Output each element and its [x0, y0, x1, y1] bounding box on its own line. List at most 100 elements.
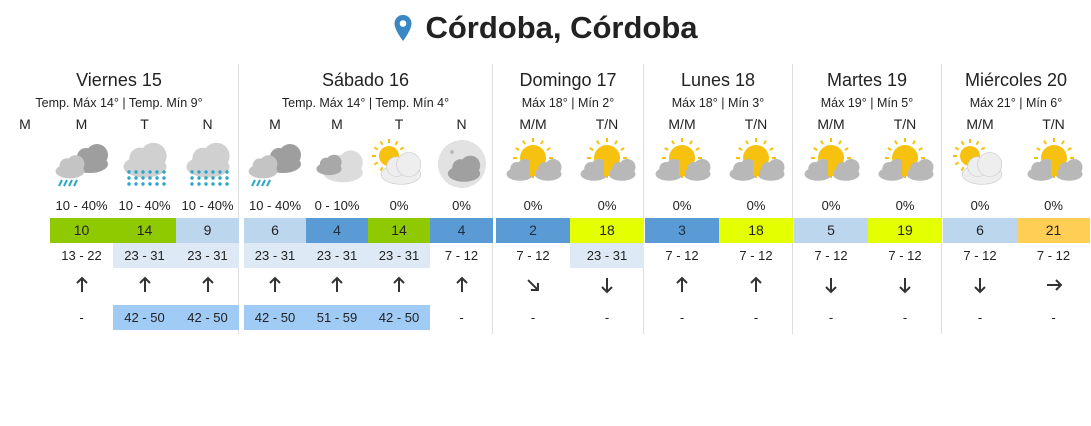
- period-column: T/N 0% 19 7 - 12 -: [868, 116, 942, 334]
- temperature: 14: [113, 218, 176, 243]
- temperature: 6: [244, 218, 306, 243]
- day-column: Miércoles 20 Máx 21° | Mín 6° M/M 0% 6 7 …: [942, 64, 1090, 334]
- wind-direction-arrow-icon: [899, 278, 911, 294]
- wind-speed: 7 - 12: [444, 248, 479, 263]
- period-label: M: [19, 116, 31, 132]
- sun-cloud-icon: [1027, 138, 1082, 181]
- partly-cloudy-icon: [372, 139, 422, 185]
- wind-gust: -: [604, 310, 610, 325]
- wind-speed: 7 - 12: [739, 248, 773, 263]
- temperature: 9: [176, 218, 239, 243]
- day-temp-summary: Máx 19° | Mín 5°: [820, 96, 914, 110]
- day-name: Martes 19: [826, 70, 908, 90]
- temperature: 19: [868, 218, 942, 243]
- wind-direction-arrow-icon: [201, 276, 214, 292]
- wind-gust: -: [530, 310, 536, 325]
- period-column: M 10 - 40% 6 23 - 31 42 - 50: [244, 116, 306, 334]
- wind-gust: -: [1051, 310, 1056, 325]
- temperature: 10: [50, 218, 113, 243]
- period-label: M: [75, 116, 88, 132]
- period-column: N 0% 4 7 - 12 -: [430, 116, 493, 334]
- period-column: M/M 0% 3 7 - 12 -: [645, 116, 719, 334]
- day-column: Domingo 17 Máx 18° | Mín 2° M/M 0% 2 7 - …: [493, 64, 644, 334]
- precipitation-chance: 10 - 40%: [118, 198, 171, 213]
- day-temp-summary: Temp. Máx 14° | Temp. Mín 4°: [281, 96, 450, 110]
- day-name: Viernes 15: [76, 70, 162, 90]
- wind-gust: -: [459, 310, 464, 325]
- wind-speed: 23 - 31: [570, 243, 644, 268]
- period-column: N 10 - 40% 9 23 - 31 42 - 50: [176, 116, 239, 334]
- precipitation-chance: 10 - 40%: [181, 198, 234, 213]
- wind-gust: -: [828, 310, 834, 325]
- period-column: T 0% 14 23 - 31 42 - 50: [368, 116, 430, 334]
- precipitation-chance: 0%: [597, 198, 617, 213]
- wind-speed: 23 - 31: [176, 243, 239, 268]
- wind-direction-arrow-icon: [455, 276, 468, 292]
- precipitation-chance: 0%: [672, 198, 692, 213]
- day-temp-summary: Máx 21° | Mín 6°: [969, 96, 1063, 110]
- wind-speed: 7 - 12: [963, 248, 997, 263]
- day-name: Lunes 18: [680, 70, 756, 90]
- temperature: 14: [368, 218, 430, 243]
- day-name: Miércoles 20: [964, 70, 1068, 90]
- temperature: 18: [719, 218, 793, 243]
- period-column: M 10 - 40% 10 13 - 22 -: [50, 116, 113, 334]
- night-cloudy-icon: [437, 140, 486, 188]
- temperature: 18: [570, 218, 644, 243]
- day-column: Sábado 16 Temp. Máx 14° | Temp. Mín 4° M…: [239, 64, 493, 334]
- wind-direction-arrow-icon: [1046, 279, 1062, 291]
- temperature: 2: [496, 218, 570, 243]
- wind-direction-arrow-icon: [269, 276, 281, 292]
- snow-rain-icon: [122, 142, 167, 186]
- wind-speed: 23 - 31: [113, 243, 176, 268]
- sun-cloud-icon: [506, 138, 562, 181]
- day-name: Sábado 16: [321, 70, 410, 90]
- precipitation-chance: 0%: [895, 198, 915, 213]
- wind-speed: 23 - 31: [368, 243, 430, 268]
- wind-gust: -: [753, 310, 759, 325]
- precipitation-chance: 0%: [821, 198, 841, 213]
- precipitation-chance: 0%: [746, 198, 766, 213]
- map-pin-icon: [394, 15, 412, 41]
- period-label: N: [202, 116, 213, 132]
- day-column: Viernes 15 Temp. Máx 14° | Temp. Mín 9° …: [0, 64, 239, 334]
- sun-cloud-icon: [804, 138, 860, 181]
- period-column: M/M 0% 6 7 - 12 -: [943, 116, 1017, 334]
- wind-direction-arrow-icon: [138, 276, 151, 292]
- wind-direction-arrow-icon: [825, 278, 837, 294]
- wind-direction-arrow-icon: [527, 279, 539, 291]
- wind-direction-arrow-icon: [75, 276, 88, 292]
- period-label: T/N: [595, 116, 619, 132]
- day-temp-summary: Máx 18° | Mín 2°: [521, 96, 615, 110]
- wind-speed: 13 - 22: [61, 248, 102, 263]
- wind-gust: 42 - 50: [113, 305, 176, 330]
- wind-gust: 51 - 59: [306, 305, 368, 330]
- wind-direction-arrow-icon: [601, 278, 613, 294]
- period-label: T/N: [1042, 116, 1065, 132]
- temperature: 5: [794, 218, 868, 243]
- precipitation-chance: 10 - 40%: [55, 198, 108, 213]
- sun-cloud-icon: [729, 138, 785, 181]
- precipitation-chance: 0%: [970, 198, 990, 213]
- period-label: M: [331, 116, 343, 132]
- period-label: T: [394, 116, 404, 132]
- period-label: T: [140, 116, 149, 132]
- wind-gust: -: [79, 310, 84, 325]
- precipitation-chance: 0%: [452, 198, 471, 213]
- temperature: 21: [1017, 218, 1090, 243]
- snow-rain-icon: [185, 142, 230, 186]
- day-name: Domingo 17: [519, 70, 617, 90]
- wind-gust: -: [902, 310, 908, 325]
- wind-direction-arrow-icon: [750, 276, 762, 292]
- cloudy-icon: [316, 150, 363, 183]
- temperature: 6: [943, 218, 1017, 243]
- wind-speed: 23 - 31: [306, 243, 368, 268]
- wind-direction-arrow-icon: [974, 278, 986, 294]
- location-name: Córdoba, Córdoba: [425, 10, 698, 45]
- wind-gust: 42 - 50: [244, 305, 306, 330]
- period-label: M/M: [817, 116, 845, 132]
- temperature: 3: [645, 218, 719, 243]
- sun-cloud-icon: [655, 138, 711, 181]
- day-column: Martes 19 Máx 19° | Mín 5° M/M 0% 5 7 - 1…: [793, 64, 942, 334]
- period-column: T/N 0% 18 7 - 12 -: [719, 116, 793, 334]
